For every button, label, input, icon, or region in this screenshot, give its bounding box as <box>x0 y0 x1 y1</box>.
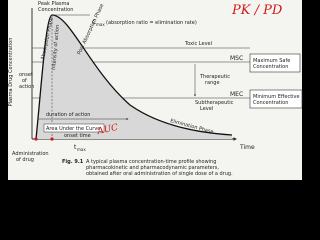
duration-label: duration of action <box>46 112 90 118</box>
figure: Plasma Drug Concentration Peak Plasma Co… <box>8 0 303 180</box>
intensity-label: Intensity of action <box>51 25 61 71</box>
auc-label: Area Under the Curve <box>46 126 100 132</box>
toxic-level: Toxic Level <box>184 41 212 47</box>
caption-label: Fig. 9.1 <box>62 159 84 165</box>
mec-abbr: MEC <box>230 91 243 98</box>
administration-label: Administration <box>12 151 49 157</box>
caption-line: obtained after oral administration of si… <box>86 171 233 177</box>
mec-box-text: Concentration <box>253 100 288 106</box>
cmax-subscript: max <box>96 22 105 27</box>
therapeutic-range: Therapeutic <box>199 74 230 80</box>
onset-label: action <box>19 84 34 90</box>
page: Plasma Drug Concentration Peak Plasma Co… <box>8 0 303 180</box>
auc-box <box>43 123 105 133</box>
therapeutic-range: range <box>205 80 220 86</box>
peak-label: Concentration <box>38 7 73 13</box>
y-axis-label: Plasma Drug Concentration <box>8 38 14 107</box>
msc-abbr: MSC <box>230 55 243 62</box>
concentration-curve <box>35 14 233 140</box>
cmax-symbol: C <box>92 19 96 26</box>
tmax-subscript: max <box>77 147 86 152</box>
tmax-symbol: t <box>74 144 77 151</box>
caption-line: pharmacokinetic and pharmacodynamic para… <box>86 165 219 171</box>
admin-dot <box>34 137 38 141</box>
administration-label: of drug <box>16 157 34 163</box>
onset-time-label: onset time <box>64 133 91 139</box>
handwritten-note: AUC <box>96 123 120 137</box>
mec-box-text: Minimum Effective <box>253 94 300 100</box>
subtherapeutic-level: Level <box>200 106 213 112</box>
handwritten-note: PK / PD <box>231 3 283 18</box>
onset-label: onset <box>19 72 33 78</box>
onset-label: of <box>22 78 27 84</box>
msc-box <box>249 53 301 73</box>
msc-box-text: Concentration <box>253 64 288 70</box>
auc-area <box>36 15 232 139</box>
peak-label: Peak Plasma <box>38 1 69 7</box>
subtherapeutic-level: Subtherapeutic <box>195 100 234 106</box>
caption-line: A typical plasma concentration-time prof… <box>86 159 216 165</box>
msc-box-text: Maximum Safe <box>253 58 290 64</box>
cmax-note: (absorption ratio = elimination rate) <box>106 20 197 26</box>
tmax-dot <box>50 137 54 141</box>
x-axis-label: Time <box>239 144 255 151</box>
mec-box <box>249 89 303 109</box>
